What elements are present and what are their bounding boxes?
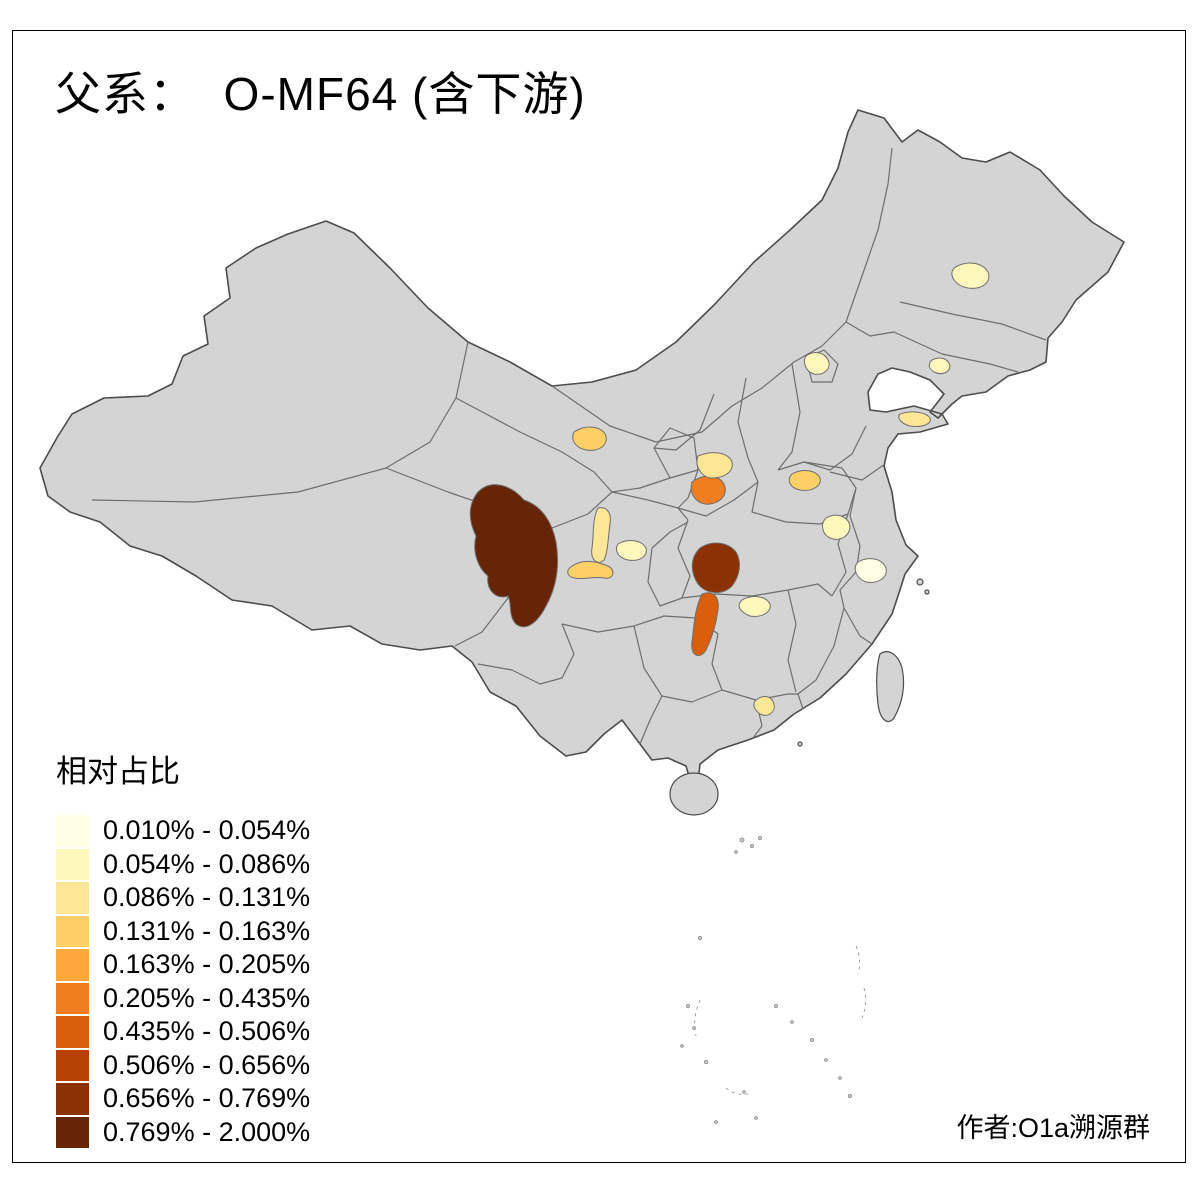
legend-row: 0.205% - 0.435% (56, 982, 311, 1014)
legend-row: 0.435% - 0.506% (56, 1016, 310, 1048)
legend-swatch (56, 1049, 89, 1081)
highlight-liaoning (928, 357, 951, 375)
legend-swatch (56, 1083, 89, 1115)
zhoushan-island (916, 578, 924, 586)
coastal-islet (924, 589, 930, 595)
highlight-gansu (572, 426, 607, 451)
highlight-jiangsu-zhejiang (854, 558, 887, 583)
legend: 相对占比 0.010% - 0.054% 0.054% - 0.086% 0.0… (56, 746, 310, 1150)
highlight-shandong-peninsula (898, 411, 931, 427)
highlight-northeast-sichuan (615, 540, 647, 561)
legend-label: 0.769% - 2.000% (103, 1116, 311, 1147)
legend-row: 0.163% - 0.205% (56, 949, 310, 981)
legend-swatch (56, 815, 89, 847)
highlight-heilongjiang (951, 262, 990, 289)
taiwan-island (876, 651, 905, 723)
attribution: 作者:O1a溯源群 (956, 1113, 1150, 1143)
highlight-central-shaanxi (696, 452, 733, 479)
legend-label: 0.010% - 0.054% (103, 815, 311, 846)
legend-row: 0.506% - 0.656% (56, 1049, 311, 1081)
legend-label: 0.506% - 0.656% (103, 1049, 311, 1080)
legend-swatch (56, 1116, 89, 1148)
south-china-sea-islands (680, 836, 866, 1124)
highlight-beijing (803, 352, 830, 375)
highlight-henan (788, 470, 821, 491)
legend-label: 0.086% - 0.131% (103, 882, 311, 913)
legend-label: 0.163% - 0.205% (103, 949, 311, 980)
highlight-guangdong (753, 696, 775, 716)
coastal-islet (797, 741, 803, 747)
legend-label: 0.054% - 0.086% (103, 848, 311, 879)
islands (669, 578, 930, 816)
legend-swatch (56, 1016, 89, 1048)
province-borders (91, 147, 1047, 745)
highlighted-prefectures (469, 262, 990, 716)
highlight-anhui (822, 514, 851, 540)
legend-row: 0.010% - 0.054% (56, 815, 310, 847)
legend-row: 0.131% - 0.163% (56, 915, 311, 947)
legend-row: 0.656% - 0.769% (56, 1083, 310, 1115)
highlight-west-sichuan (469, 484, 559, 628)
legend-swatch (56, 882, 89, 914)
highlight-west-hunan-strip (691, 592, 719, 657)
legend-label: 0.656% - 0.769% (103, 1083, 311, 1114)
legend-row: 0.769% - 2.000% (56, 1116, 311, 1148)
legend-title: 相对占比 (56, 754, 180, 789)
legend-swatch (56, 848, 89, 880)
highlight-south-shaanxi (690, 475, 726, 505)
legend-label: 0.205% - 0.435% (103, 982, 311, 1013)
legend-swatch (56, 982, 89, 1014)
legend-swatch (56, 949, 89, 981)
legend-row: 0.054% - 0.086% (56, 848, 311, 880)
legend-label: 0.435% - 0.506% (103, 1016, 311, 1047)
highlight-east-sichuan-strip (591, 507, 611, 563)
hainan-island (669, 772, 719, 816)
legend-row: 0.086% - 0.131% (56, 882, 310, 914)
legend-label: 0.131% - 0.163% (103, 915, 311, 946)
map-title: 父系： O-MF64 (含下游) (55, 68, 586, 120)
highlight-northwest-hunan (691, 542, 740, 593)
highlight-west-jiangxi (738, 596, 771, 617)
legend-swatch (56, 915, 89, 947)
